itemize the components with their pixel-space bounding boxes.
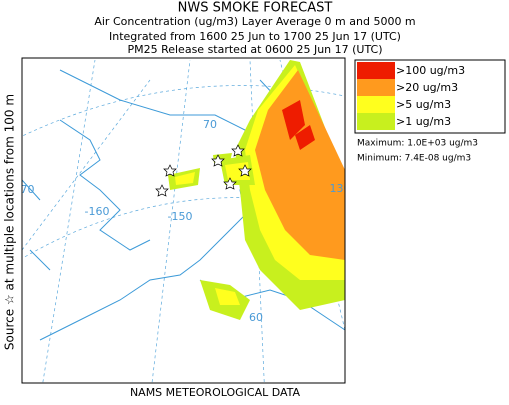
source-markers [155,144,252,197]
side-label: Source ☆ at multiple locations from 100 … [3,94,17,350]
legend-swatch [357,113,395,130]
legend-label: >1 ug/m3 [396,115,451,128]
map-labels: 70 60 -170 -160 -150 130 [10,118,351,324]
header-line: PM25 Release started at 0600 25 Jun 17 (… [127,43,382,56]
legend-swatch [357,79,395,96]
map-frame [21,57,346,384]
map-label: -160 [85,205,110,218]
legend-label: >100 ug/m3 [396,64,465,77]
header-line: Integrated from 1600 25 Jun to 1700 25 J… [109,30,401,43]
header-line: Air Concentration (ug/m3) Layer Average … [94,15,415,28]
map-label: 60 [249,311,263,324]
legend: >100 ug/m3 >20 ug/m3 >5 ug/m3 >1 ug/m3 [357,62,465,130]
smoke-plume [168,60,345,320]
footer: NAMS METEOROLOGICAL DATA [130,386,301,399]
title: NWS SMOKE FORECAST [178,1,333,16]
map: 70 60 -170 -160 -150 130 [10,59,351,383]
legend-swatch [357,96,395,113]
maximum: Maximum: 1.0E+03 ug/m3 [357,139,478,149]
legend-swatch [357,62,395,79]
map-label: -150 [168,210,193,223]
minimum: Minimum: 7.4E-08 ug/m3 [357,154,471,164]
map-label: -170 [10,183,35,196]
legend-label: >20 ug/m3 [396,81,458,94]
legend-frame [354,59,506,134]
legend-label: >5 ug/m3 [396,98,451,111]
map-label: 130 [330,182,351,195]
map-label: 70 [203,118,217,131]
